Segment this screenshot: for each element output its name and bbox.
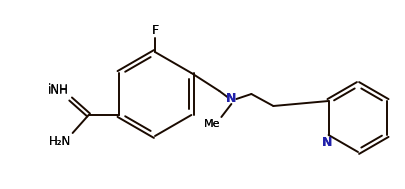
Text: Me: Me bbox=[204, 119, 220, 129]
Text: iNH: iNH bbox=[48, 84, 68, 97]
Text: N: N bbox=[322, 136, 333, 149]
Text: F: F bbox=[151, 24, 159, 37]
Text: Me: Me bbox=[204, 119, 220, 129]
Text: iNH: iNH bbox=[48, 83, 68, 96]
Text: N: N bbox=[226, 92, 237, 105]
Text: N: N bbox=[226, 92, 237, 105]
Text: H₂N: H₂N bbox=[48, 135, 70, 148]
Text: F: F bbox=[151, 24, 159, 37]
Text: N: N bbox=[322, 136, 333, 149]
Text: H₂N: H₂N bbox=[48, 135, 70, 148]
